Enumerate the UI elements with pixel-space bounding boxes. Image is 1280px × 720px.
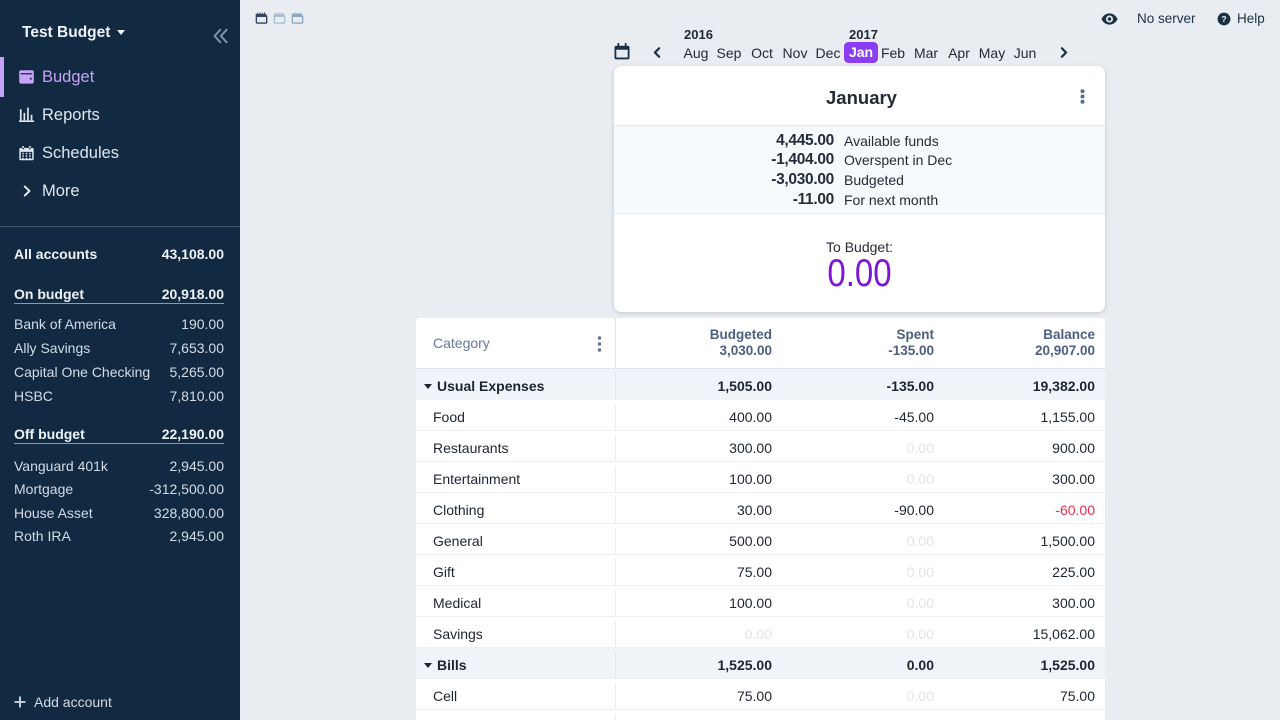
svg-text:?: ? bbox=[1221, 14, 1226, 24]
